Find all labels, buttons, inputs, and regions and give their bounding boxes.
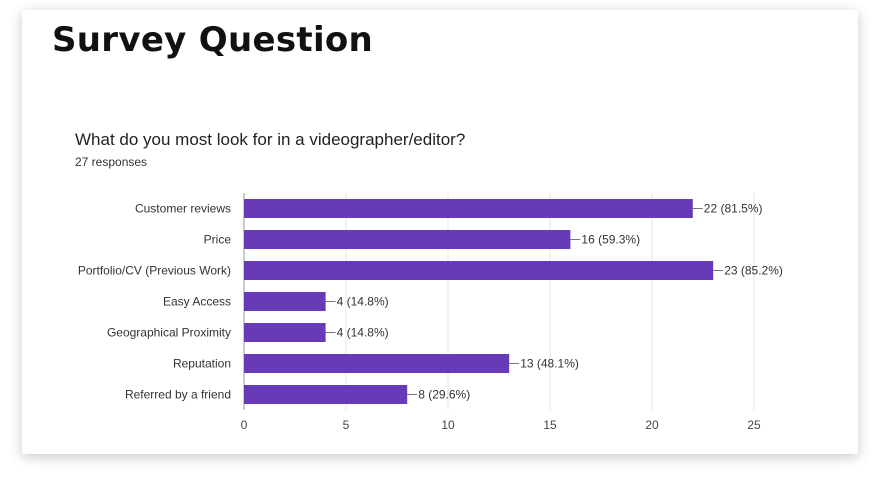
x-tick-label: 5	[343, 418, 350, 432]
category-label: Portfolio/CV (Previous Work)	[78, 264, 231, 278]
data-label: 23 (85.2%)	[724, 264, 783, 278]
category-label: Referred by a friend	[125, 388, 231, 402]
data-label: 4 (14.8%)	[337, 295, 389, 309]
data-label: 16 (59.3%)	[581, 233, 640, 247]
bar	[244, 385, 408, 404]
bar	[244, 199, 693, 218]
bar	[244, 230, 571, 249]
slide-title: Survey Question	[52, 20, 374, 60]
category-label: Price	[204, 233, 232, 247]
data-label: 8 (29.6%)	[418, 388, 470, 402]
x-tick-label: 10	[441, 418, 455, 432]
data-label: 4 (14.8%)	[337, 326, 389, 340]
x-tick-label: 0	[241, 418, 248, 432]
bar	[244, 323, 326, 342]
category-label: Reputation	[173, 357, 231, 371]
x-tick-label: 20	[645, 418, 659, 432]
question-title: What do you most look for in a videograp…	[75, 130, 466, 149]
category-label: Customer reviews	[135, 202, 231, 216]
bar	[244, 292, 326, 311]
x-tick-label: 25	[747, 418, 761, 432]
category-label: Geographical Proximity	[107, 326, 231, 340]
bar	[244, 261, 714, 280]
category-label: Easy Access	[163, 295, 231, 309]
data-label: 22 (81.5%)	[704, 202, 763, 216]
bar	[244, 354, 510, 373]
data-label: 13 (48.1%)	[520, 357, 579, 371]
x-tick-label: 15	[543, 418, 557, 432]
response-count: 27 responses	[75, 155, 148, 169]
